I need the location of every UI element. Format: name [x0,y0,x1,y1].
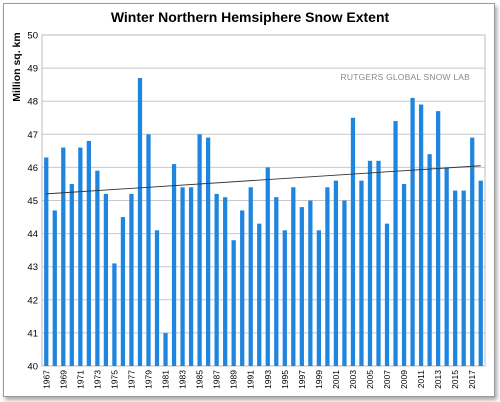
bar-1987 [214,193,219,366]
bar-2010 [410,97,415,366]
bar-1979 [146,134,151,366]
x-tick-label: 1977 [126,370,136,389]
bar-1995 [282,230,287,366]
x-tick-label: 1981 [161,370,171,389]
bar-1984 [188,187,194,366]
x-tick-label: 2005 [365,370,375,389]
x-tick-label: 1973 [92,370,102,389]
bar-1975 [112,263,117,366]
gridlines [41,34,486,367]
y-tick-label: 44 [27,229,38,240]
bar-1978 [137,78,143,366]
bar-2017 [470,137,475,366]
x-tick-label: 2017 [467,370,477,389]
bar-1974 [103,193,109,366]
x-tick-label: 1967 [41,370,51,389]
bar-1977 [129,193,134,366]
x-tick-label: 2003 [348,370,358,389]
bar-1991 [248,187,253,366]
bar-1993 [265,167,270,366]
x-tick-label: 2009 [399,370,409,389]
y-tick-label: 41 [27,328,38,339]
y-tick-labels: 40 41 42 43 44 45 46 47 48 49 50 [27,31,38,373]
bar-1976 [120,217,126,366]
y-tick-label: 45 [27,196,38,207]
y-tick-label: 42 [27,295,38,306]
bar-1998 [308,200,313,366]
x-tick-label: 1985 [195,370,205,389]
bar-1969 [61,147,66,366]
y-tick-label: 46 [27,163,38,174]
bar-1986 [205,137,211,366]
bar-2018 [478,180,483,366]
x-tick-label: 1991 [246,370,256,389]
bar-2008 [393,121,398,366]
plot-border [41,34,486,367]
y-tick-label: 43 [27,262,38,273]
bar-1970 [69,183,74,366]
x-tick-label: 1969 [58,370,68,389]
bar-1980 [154,230,160,366]
bar-1973 [95,170,100,366]
x-tick-label: 2011 [416,370,426,389]
bar-1992 [257,223,262,366]
bar-2007 [384,223,390,366]
y-tick-label: 49 [27,64,38,75]
trend-line [46,165,481,195]
y-tick-label: 40 [27,362,38,373]
bar-2009 [401,183,407,366]
bar-2002 [342,200,347,366]
bar-1972 [86,140,91,366]
x-tick-label: 1997 [297,370,307,389]
y-tick-label: 50 [27,31,38,42]
x-tick-label: 2007 [382,370,392,389]
x-tick-label: 1971 [75,370,85,389]
x-tick-labels: 1967 1969 1971 1973 1975 1977 1979 1981 1983 1985… [41,370,477,389]
bar-2000 [325,187,330,366]
bar-2003 [350,117,356,366]
bar-2011 [418,104,424,366]
bar-1994 [274,197,279,366]
x-tick-label: 1995 [280,370,290,389]
bar-1983 [180,187,185,366]
bar-2001 [333,180,339,366]
bar-2016 [461,190,466,366]
bar-2005 [367,160,373,366]
x-tick-label: 1993 [263,370,273,389]
bar-1988 [223,197,228,366]
bar-1971 [78,147,83,366]
bar-1981 [163,332,168,366]
bars [44,78,483,366]
bar-1989 [231,240,236,366]
y-tick-label: 48 [27,97,38,108]
bar-2004 [359,180,364,366]
bar-1990 [240,210,245,366]
watermark-text: RUTGERS GLOBAL SNOW LAB [341,72,471,82]
bar-1985 [197,134,202,366]
chart-title: Winter Northern Hemsiphere Snow Extent [111,9,390,25]
bar-2014 [444,167,449,366]
x-tick-label: 1989 [229,370,239,389]
bar-2015 [453,190,458,366]
bar-1997 [299,207,304,366]
x-tick-label: 1975 [109,370,119,389]
x-tick-label: 2001 [331,370,341,389]
bar-1967 [44,157,49,366]
y-tick-label: 47 [27,130,38,141]
bar-2006 [376,160,381,366]
x-tick-label: 1987 [212,370,222,389]
x-tick-label: 1979 [143,370,153,389]
bar-1968 [52,210,57,366]
bar-1982 [171,164,177,366]
bar-2012 [427,154,432,366]
bar-1999 [316,230,322,366]
x-tick-label: 2013 [433,370,443,389]
y-axis-label: Million sq. km [11,32,23,101]
bar-1996 [291,187,296,366]
x-tick-label: 2015 [450,370,460,389]
bar-2013 [436,111,441,366]
x-tick-label: 1983 [178,370,188,389]
x-tick-label: 1999 [314,370,324,389]
